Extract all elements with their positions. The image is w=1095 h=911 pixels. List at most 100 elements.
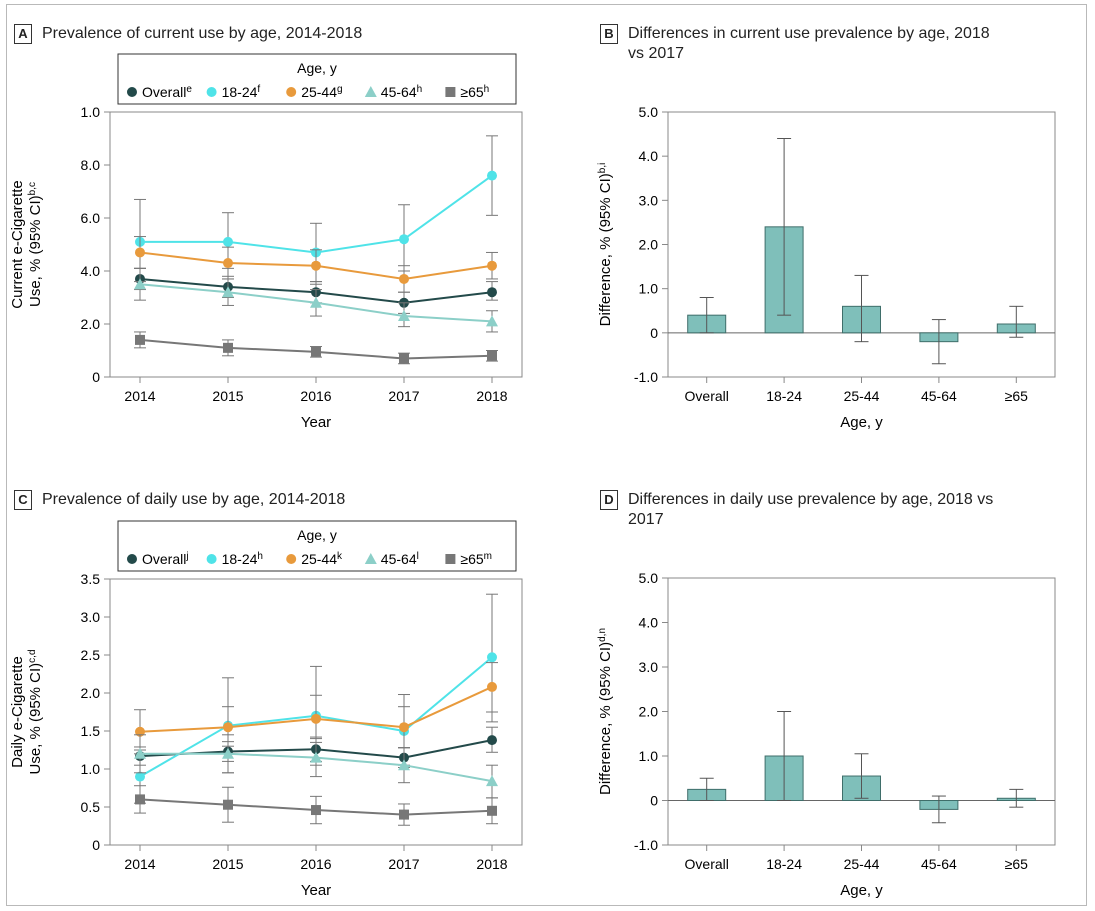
x-tick-label-3-3: 45-64 (921, 856, 957, 872)
y-axis-label-line2-0: Use, % (95% CI)b,c (27, 182, 44, 307)
x-tick-label-3-0: Overall (685, 856, 729, 872)
legend-marker-2-2 (286, 554, 297, 564)
y-tick-label-2: 0 (92, 837, 100, 853)
legend-marker-shape-0-4 (445, 87, 456, 97)
x-axis-label-1: Age, y (840, 414, 883, 431)
legend-title-0: Age, y (297, 60, 337, 76)
legend-marker-shape-0-1 (206, 87, 217, 97)
legend-label-2-2: 25-44k (301, 551, 343, 567)
data-point-0-4 (399, 353, 409, 364)
x-axis-label-0: Year (301, 414, 331, 431)
legend-marker-shape-2-0 (127, 554, 137, 564)
x-tick-label-1-3: 45-64 (921, 388, 957, 404)
legend-marker-shape-0-0 (127, 87, 137, 97)
y-tick-label-3: 1.0 (639, 748, 659, 764)
legend-marker-shape-2-2 (286, 554, 297, 564)
x-tick-label-0: 2017 (388, 388, 419, 404)
panel-d-chart: -1.0 0 1.0 2.0 3.0 4.0 5.0 Overall 18-24 25-44 45-… (597, 570, 1056, 899)
y-tick-label-1: -1.0 (634, 369, 658, 385)
data-point-2-4 (399, 809, 409, 820)
panel-a-letter: A (14, 24, 32, 44)
data-point-0-3 (310, 296, 322, 308)
legend-label-2-3: 45-64l (381, 551, 419, 567)
data-point-2-4 (487, 805, 497, 816)
x-tick-label-1-0: Overall (685, 388, 729, 404)
legend-marker-2-0 (127, 554, 137, 564)
x-tick-label-1-2: 25-44 (844, 388, 880, 404)
legend-title-2: Age, y (297, 527, 337, 543)
panel-a-title: Prevalence of current use by age, 2014-2… (42, 25, 363, 42)
y-tick-label-3: -1.0 (634, 837, 658, 853)
y-tick-label-1: 0 (650, 325, 658, 341)
data-point-2-3 (222, 747, 234, 759)
y-axis-label-2: Daily e-Cigarette Use, % (95% CI)c,d (9, 649, 44, 774)
legend-marker-shape-2-1 (206, 554, 217, 564)
y-tick-label-1: 5.0 (639, 104, 659, 120)
legend-marker-0-0 (127, 87, 137, 97)
panel-b-title: Differences in current use prevalence by… (628, 25, 990, 62)
x-tick-label-0: 2016 (300, 388, 331, 404)
data-point-0-1 (223, 236, 233, 247)
x-tick-label-3-2: 25-44 (844, 856, 880, 872)
legend-marker-shape-0-3 (364, 86, 377, 97)
data-point-2-4 (135, 794, 145, 805)
plot-area-3 (667, 577, 1056, 846)
data-point-0-2 (223, 258, 233, 269)
data-point-2-3 (398, 759, 410, 771)
data-point-0-2 (135, 247, 145, 258)
data-point-2-1 (487, 652, 497, 663)
x-tick-label-2: 2017 (388, 856, 419, 872)
legend-label-0-4: ≥65h (460, 84, 489, 100)
y-axis-label-text-1: Difference, % (95% CI)b,i (597, 163, 614, 327)
legend-marker-2-3 (364, 553, 377, 564)
legend-label-0-0: Overalle (142, 84, 192, 100)
panel-a-chart: 0 2.0 4.0 6.0 8.0 1.0 2014 2015 2016 2017 2018 Year… (9, 53, 523, 431)
y-axis-label-1: Difference, % (95% CI)b,i (597, 163, 614, 327)
y-tick-label-1: 3.0 (639, 192, 659, 208)
panel-d-letter: D (600, 490, 618, 510)
panel-c-title: Prevalence of daily use by age, 2014-201… (42, 491, 346, 508)
y-axis-label-line2-2: Use, % (95% CI)c,d (27, 649, 44, 774)
data-point-2-2 (223, 722, 233, 733)
data-point-2-3 (310, 751, 322, 763)
y-tick-label-3: 2.0 (639, 704, 659, 720)
y-tick-label-3: 3.0 (639, 659, 659, 675)
y-tick-label-1: 2.0 (639, 237, 659, 253)
y-axis-label-text-3: Difference, % (95% CI)d,n (597, 628, 614, 795)
y-tick-label-2: 2.0 (81, 685, 101, 701)
legend-label-2-4: ≥65m (460, 551, 492, 567)
y-tick-label-3: 0 (650, 793, 658, 809)
data-point-0-2 (487, 260, 497, 271)
data-point-0-4 (311, 346, 321, 357)
panel-b-header: B Differences in current use prevalence … (600, 24, 1008, 64)
data-point-0-1 (399, 234, 409, 245)
panel-b-letter: B (600, 24, 618, 44)
x-tick-label-2: 2018 (476, 856, 507, 872)
data-point-0-3 (134, 278, 146, 290)
data-point-0-4 (223, 342, 233, 353)
legend-marker-0-3 (364, 86, 377, 97)
x-tick-label-2: 2014 (124, 856, 155, 872)
legend-marker-0-4 (445, 87, 456, 97)
x-tick-label-3-4: ≥65 (1005, 856, 1028, 872)
legend-label-0-1: 18-24f (222, 84, 261, 100)
y-tick-label-0: 2.0 (81, 316, 101, 332)
data-point-0-4 (135, 334, 145, 345)
y-tick-label-2: 0.5 (81, 799, 101, 815)
x-tick-label-0: 2014 (124, 388, 155, 404)
panel-c-chart: 0 0.5 1.0 1.5 2.0 2.5 3.0 3.5 2014 2015 2016 2017 20… (9, 520, 523, 899)
data-point-2-2 (135, 726, 145, 737)
y-tick-label-1: 1.0 (639, 281, 659, 297)
legend-marker-2-4 (445, 554, 456, 564)
y-tick-label-2: 2.5 (81, 647, 101, 663)
data-point-0-3 (222, 286, 234, 298)
legend-marker-0-1 (206, 87, 217, 97)
data-point-2-2 (487, 681, 497, 692)
data-point-2-0 (487, 735, 497, 746)
y-tick-label-1: 4.0 (639, 148, 659, 164)
legend-label-2-0: Overallj (142, 551, 189, 567)
x-axis-label-3: Age, y (840, 882, 883, 899)
x-tick-label-1-1: 18-24 (766, 388, 802, 404)
data-point-0-2 (399, 273, 409, 284)
y-axis-label-0: Current e-Cigarette Use, % (95% CI)b,c (9, 180, 44, 308)
